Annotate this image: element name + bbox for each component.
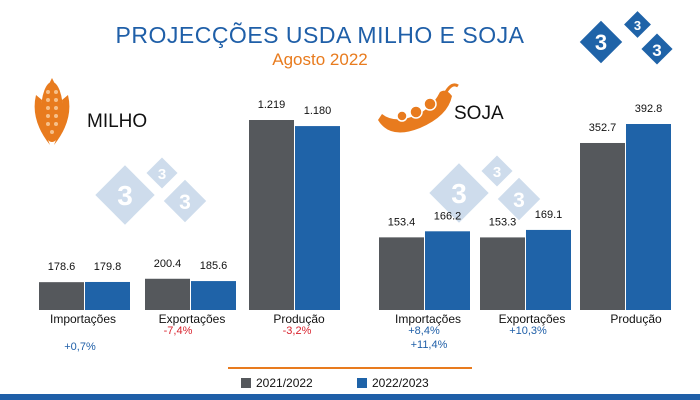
milho-bar-2021 [145, 278, 190, 310]
milho-category-label: Importações [49, 312, 117, 326]
milho-value-label: 200.4 [154, 258, 182, 270]
svg-text:3: 3 [493, 164, 501, 181]
soja-bar-2021 [379, 237, 424, 310]
milho-value-label: 178.6 [48, 261, 76, 273]
legend-label-2021: 2021/2022 [256, 376, 313, 390]
soja-value-label: 153.3 [489, 216, 517, 228]
milho-section-label: MILHO [87, 111, 148, 132]
legend-divider [228, 367, 472, 369]
soja-bar-2022 [425, 231, 470, 310]
soja-bar-2022 [626, 124, 671, 310]
brand-logo: 3 3 3 [579, 11, 673, 65]
watermark-logo-milho: 3 3 3 [95, 157, 207, 225]
soja-value-label: 352.7 [589, 122, 617, 134]
svg-text:3: 3 [179, 191, 191, 214]
svg-text:3: 3 [652, 41, 661, 60]
soja-category-label: Exportações [498, 312, 566, 326]
soybean-icon [378, 83, 459, 133]
svg-text:3: 3 [634, 18, 641, 33]
soja-category-label: Importações [394, 312, 462, 326]
soja-bar-2021 [480, 237, 525, 310]
milho-category-label: Exportações [158, 312, 226, 326]
soja-value-label: 166.2 [434, 210, 462, 222]
milho-change-label: -7,4% [163, 325, 193, 337]
milho-bar-2022 [191, 281, 236, 310]
chart-title: PROJECÇÕES USDA MILHO E SOJA [115, 22, 525, 48]
chart-subtitle: Agosto 2022 [272, 50, 368, 69]
soja-change-label: +10,3% [509, 325, 547, 337]
corn-icon [34, 78, 70, 145]
svg-text:3: 3 [158, 166, 166, 183]
milho-value-label: 1.219 [258, 99, 286, 111]
soja-value-label: 392.8 [635, 103, 663, 115]
milho-change-label: +0,7% [64, 341, 96, 353]
soja-value-label: 169.1 [535, 209, 563, 221]
milho-value-label: 185.6 [200, 260, 228, 272]
milho-bar-2022 [295, 126, 340, 310]
milho-bar-2022 [85, 281, 130, 310]
svg-text:3: 3 [451, 178, 467, 209]
milho-category-label: Produção [273, 312, 325, 326]
soja-change-label: +8,4% [408, 325, 440, 337]
milho-change-label: -3,2% [282, 325, 312, 337]
svg-text:3: 3 [595, 30, 607, 55]
svg-text:3: 3 [117, 180, 133, 211]
legend-swatch-2021 [241, 378, 251, 388]
soja-bar-2022 [526, 229, 571, 310]
footer-bar [0, 394, 700, 400]
soja-change-label: +11,4% [410, 339, 448, 351]
svg-text:3: 3 [513, 189, 525, 212]
milho-value-label: 1.180 [304, 105, 332, 117]
soja-section-label: SOJA [454, 103, 504, 124]
milho-bar-2021 [39, 282, 84, 310]
soja-bar-2021 [580, 142, 625, 310]
soja-value-label: 153.4 [388, 216, 416, 228]
soja-category-label: Produção [610, 312, 662, 326]
legend-swatch-2022 [357, 378, 367, 388]
legend-label-2022: 2022/2023 [372, 376, 429, 390]
milho-value-label: 179.8 [94, 261, 122, 273]
watermark-logo-soja: 3 3 3 [429, 155, 541, 223]
milho-bar-2021 [249, 120, 294, 310]
